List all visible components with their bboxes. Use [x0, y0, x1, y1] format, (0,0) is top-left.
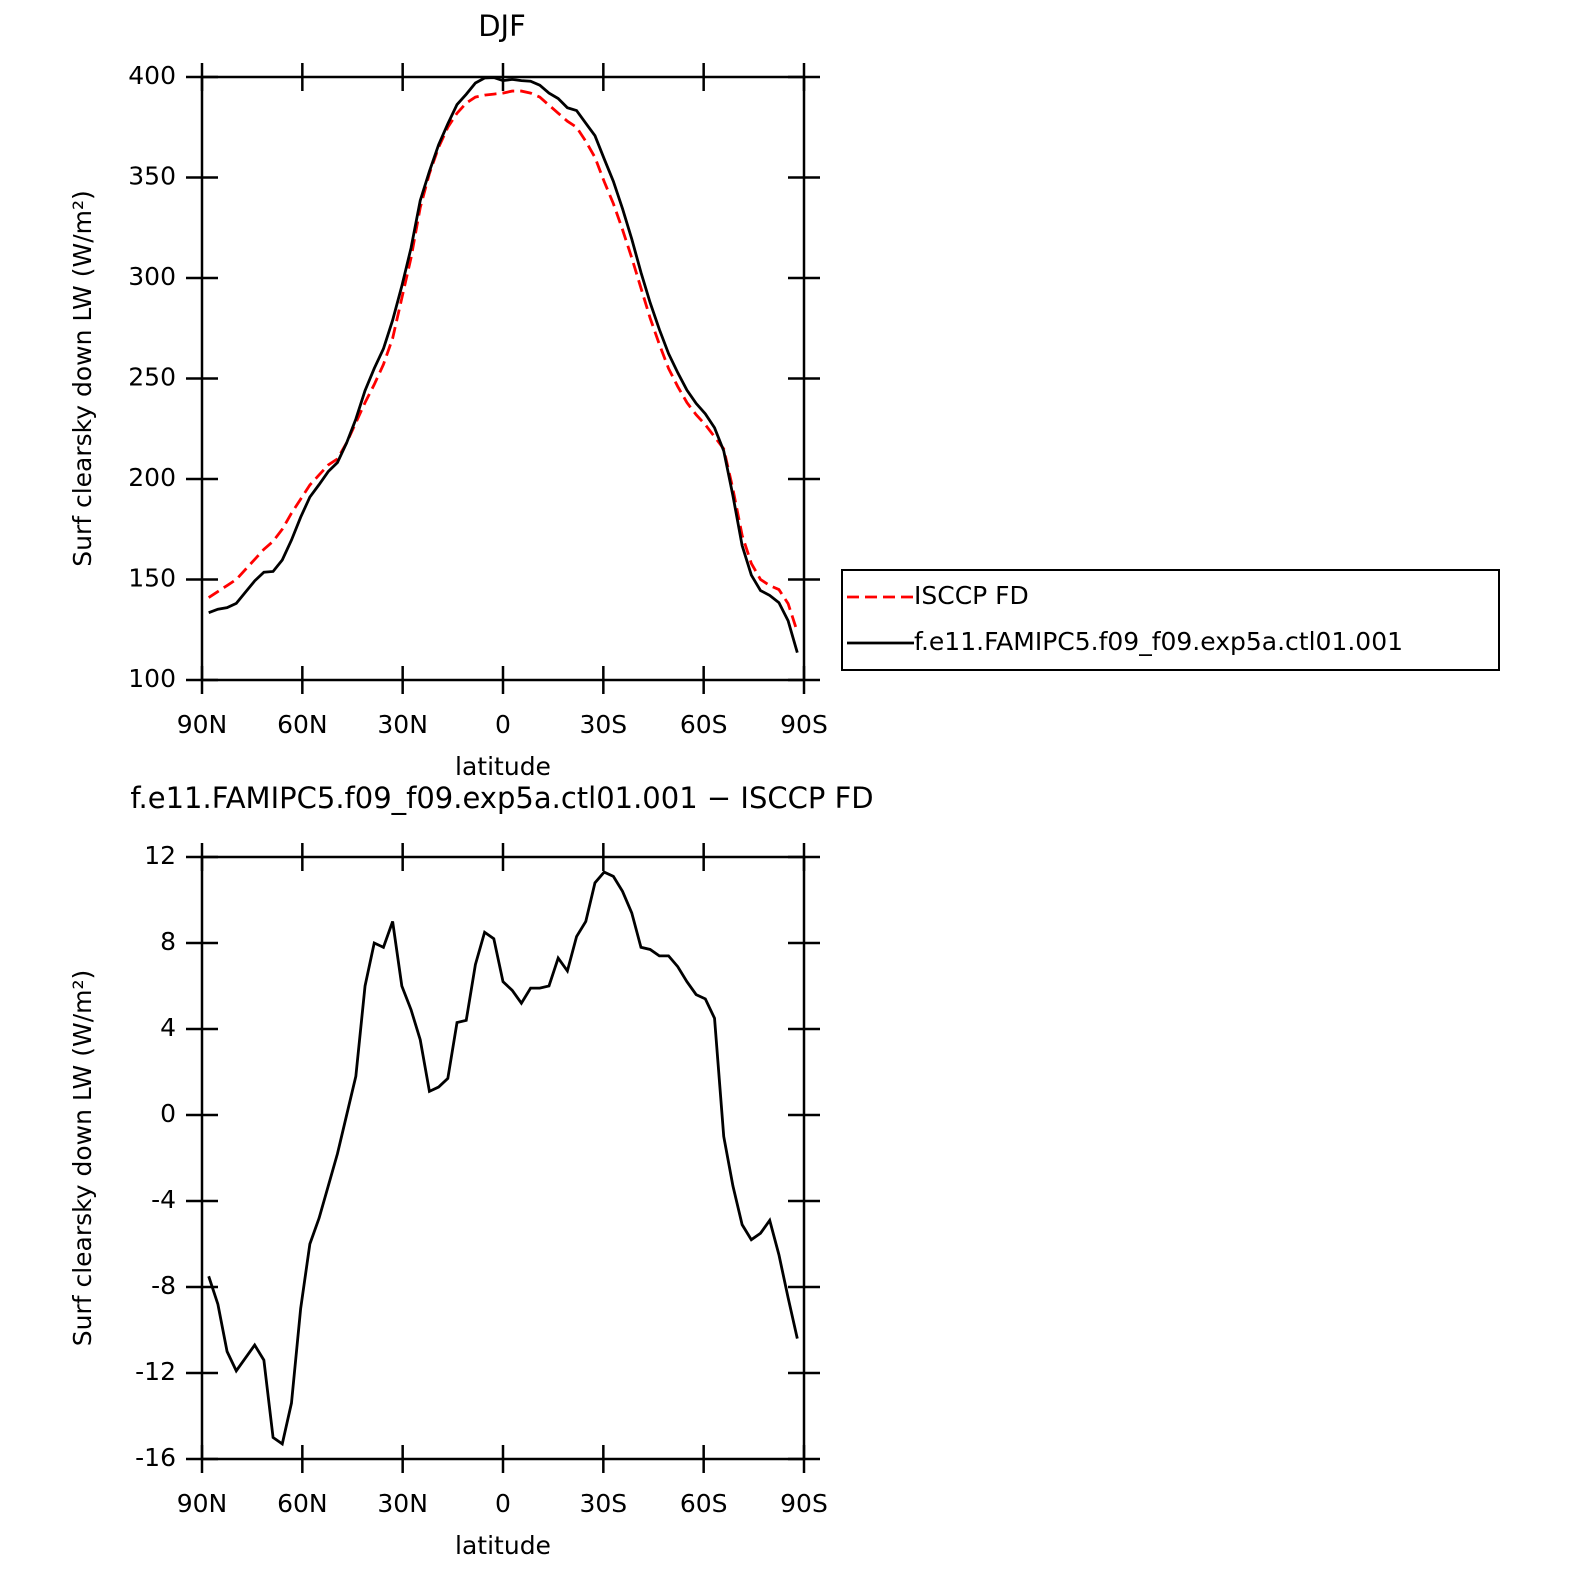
legend-label: ISCCP FD — [914, 581, 1029, 610]
x-tick-label: 0 — [495, 1489, 511, 1518]
legend-label: f.e11.FAMIPC5.f09_f09.exp5a.ctl01.001 — [914, 627, 1403, 656]
x-tick-label: 60S — [680, 1489, 728, 1518]
data-line — [207, 89, 799, 633]
y-tick-label: 250 — [128, 363, 176, 392]
x-tick-label: 30N — [377, 1489, 428, 1518]
y-tick-label: 0 — [160, 1099, 176, 1128]
y-tick-label: -4 — [151, 1185, 176, 1214]
y-tick-label: 100 — [128, 664, 176, 693]
x-tick-label: 60S — [680, 710, 728, 739]
x-tick-label: 90S — [780, 710, 828, 739]
chart-title: DJF — [478, 9, 526, 43]
x-axis-label: latitude — [455, 752, 551, 781]
x-tick-label: 30N — [377, 710, 428, 739]
plot-frame — [200, 75, 806, 682]
y-tick-label: -8 — [151, 1271, 176, 1300]
y-tick-label: 200 — [128, 463, 176, 492]
data-line — [207, 870, 799, 1447]
x-tick-label: 30S — [579, 1489, 627, 1518]
x-tick-label: 90S — [780, 1489, 828, 1518]
chart-title: f.e11.FAMIPC5.f09_f09.exp5a.ctl01.001 − … — [130, 781, 873, 815]
y-tick-label: 400 — [128, 61, 176, 90]
y-axis-label: Surf clearsky down LW (W/m²) — [68, 970, 97, 1347]
x-tick-label: 90N — [177, 710, 228, 739]
y-axis-label: Surf clearsky down LW (W/m²) — [68, 190, 97, 567]
y-tick-label: 8 — [160, 927, 176, 956]
plot-frame — [200, 855, 806, 1461]
y-tick-label: -16 — [135, 1443, 176, 1472]
x-axis-label: latitude — [455, 1531, 551, 1560]
x-tick-label: 60N — [277, 710, 328, 739]
x-tick-label: 60N — [277, 1489, 328, 1518]
legend-box — [841, 569, 1500, 671]
y-tick-label: 350 — [128, 162, 176, 191]
y-tick-label: 150 — [128, 564, 176, 593]
x-tick-label: 0 — [495, 710, 511, 739]
x-tick-label: 30S — [579, 710, 627, 739]
data-line — [208, 76, 799, 654]
y-tick-label: 300 — [128, 262, 176, 291]
y-tick-label: -12 — [135, 1357, 176, 1386]
y-tick-label: 12 — [144, 841, 176, 870]
x-tick-label: 90N — [177, 1489, 228, 1518]
y-tick-label: 4 — [160, 1013, 176, 1042]
